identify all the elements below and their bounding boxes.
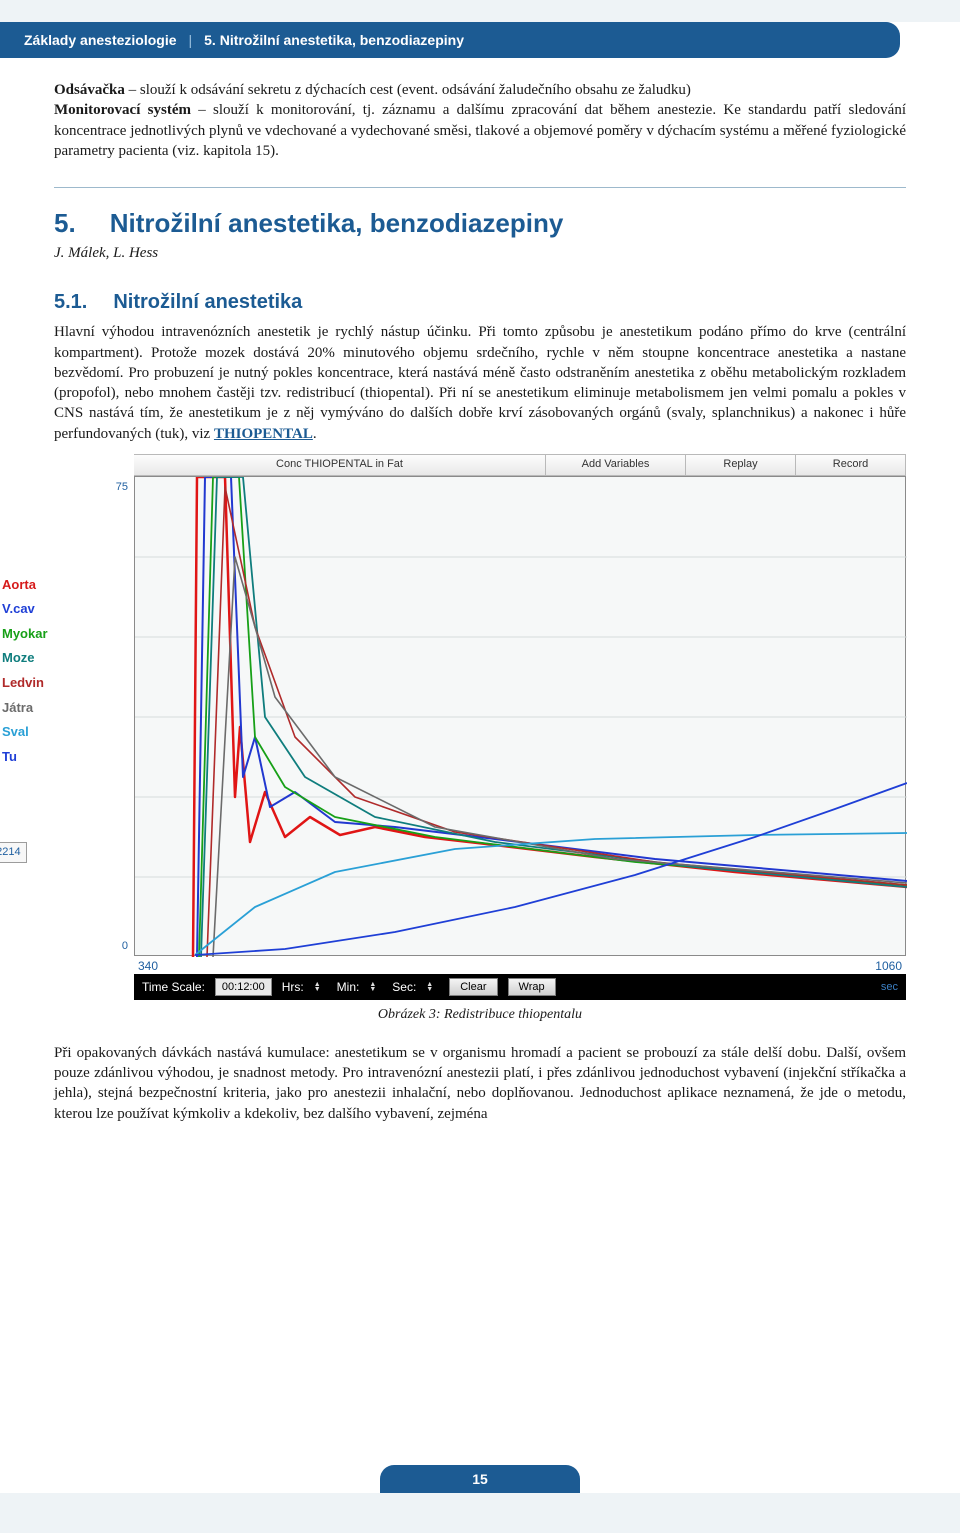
section-body-pre: Hlavní výhodou intravenózních anestetik … xyxy=(54,324,906,441)
legend-item: Tu xyxy=(2,748,48,766)
chart-title: Conc THIOPENTAL in Fat xyxy=(276,457,403,472)
breadcrumb-divider: | xyxy=(189,32,193,48)
x-unit: sec xyxy=(881,981,898,993)
y-zero-label: 0 xyxy=(122,939,128,954)
chart-body: 75 0 0.2214 AortaV.cavMyokarMozeLedvinJá… xyxy=(54,476,906,956)
legend-item: V.cav xyxy=(2,600,48,618)
term-odsavacka: Odsávačka xyxy=(54,82,125,98)
chart-toolbar: Conc THIOPENTAL in Fat Add Variables Rep… xyxy=(54,454,906,476)
x-end: 1060 xyxy=(875,958,902,974)
timescale-label: Time Scale: xyxy=(142,979,205,995)
chart-legend: Aorta V.cav Myokar Moze Ledvin Játra Sval Tu xyxy=(0,570,56,771)
x-start: 340 xyxy=(138,958,158,974)
sec-label: Sec: xyxy=(392,979,416,995)
legend-item: Játra xyxy=(2,699,48,717)
replay-button[interactable]: Replay xyxy=(686,454,796,476)
section-body: Hlavní výhodou intravenózních anestetik … xyxy=(54,322,906,444)
intro-p2: Monitorovací systém – slouží k monitorov… xyxy=(54,100,906,161)
y-value-box: 0.2214 xyxy=(0,842,27,863)
clear-button[interactable]: Clear xyxy=(449,978,497,997)
legend-item: Moze xyxy=(2,649,48,667)
chart-svg xyxy=(135,477,907,957)
section-body-post: . xyxy=(313,426,317,442)
legend-item: Sval xyxy=(2,723,48,741)
chart-title-cell: Conc THIOPENTAL in Fat xyxy=(134,454,546,476)
min-spinner[interactable]: ▲▼ xyxy=(369,982,376,992)
chart-y-axis: 75 0 0.2214 AortaV.cavMyokarMozeLedvinJá… xyxy=(54,476,134,956)
section-title: Nitrožilní anestetika xyxy=(113,289,302,316)
section-number: 5.1. xyxy=(54,289,87,316)
intro-p1: Odsávačka – slouží k odsávání sekretu z … xyxy=(54,80,906,100)
intro-p1-text: – slouží k odsávání sekretu z dýchacích … xyxy=(125,82,691,98)
page-number-bar: 15 xyxy=(380,1465,580,1493)
book-title: Základy anesteziologie xyxy=(24,32,177,48)
after-paragraph: Při opakovaných dávkách nastává kumulace… xyxy=(54,1043,906,1124)
sec-spinner[interactable]: ▲▼ xyxy=(426,982,433,992)
chapter-number: 5. xyxy=(54,206,76,241)
hrs-label: Hrs: xyxy=(282,979,304,995)
page-content: Odsávačka – slouží k odsávání sekretu z … xyxy=(0,58,960,1154)
min-label: Min: xyxy=(337,979,360,995)
chapter-crumb: 5. Nitrožilní anestetika, benzodiazepiny xyxy=(204,32,464,48)
page-number: 15 xyxy=(472,1471,488,1487)
legend-item: Aorta xyxy=(2,576,48,594)
chapter-authors: J. Málek, L. Hess xyxy=(54,243,906,263)
legend-item: Myokar xyxy=(2,625,48,643)
page: Základy anesteziologie | 5. Nitrožilní a… xyxy=(0,22,960,1493)
figure-caption: Obrázek 3: Redistribuce thiopentalu xyxy=(54,1006,906,1025)
legend-item: Ledvin xyxy=(2,674,48,692)
thiopental-link[interactable]: THIOPENTAL xyxy=(214,426,313,442)
timescale-value[interactable]: 00:12:00 xyxy=(215,978,272,997)
chapter-title: Nitrožilní anestetika, benzodiazepiny xyxy=(110,206,564,241)
record-button[interactable]: Record xyxy=(796,454,906,476)
chart-x-axis: 340 1060 xyxy=(134,956,906,974)
y-max-label: 75 xyxy=(116,480,128,495)
hrs-spinner[interactable]: ▲▼ xyxy=(314,982,321,992)
chart-figure: Conc THIOPENTAL in Fat Add Variables Rep… xyxy=(54,454,906,1000)
add-variables-button[interactable]: Add Variables xyxy=(546,454,686,476)
term-monitoring: Monitorovací systém xyxy=(54,102,191,118)
page-header: Základy anesteziologie | 5. Nitrožilní a… xyxy=(0,22,900,58)
chart-plot-area xyxy=(134,476,906,956)
chart-bottom-bar: Time Scale: 00:12:00 Hrs: ▲▼ Min: ▲▼ Sec: ▲… xyxy=(134,974,906,1000)
chapter-heading: 5. Nitrožilní anestetika, benzodiazepiny xyxy=(54,206,906,241)
divider-line xyxy=(54,187,906,188)
section-heading: 5.1. Nitrožilní anestetika xyxy=(54,289,906,316)
wrap-button[interactable]: Wrap xyxy=(508,978,556,997)
